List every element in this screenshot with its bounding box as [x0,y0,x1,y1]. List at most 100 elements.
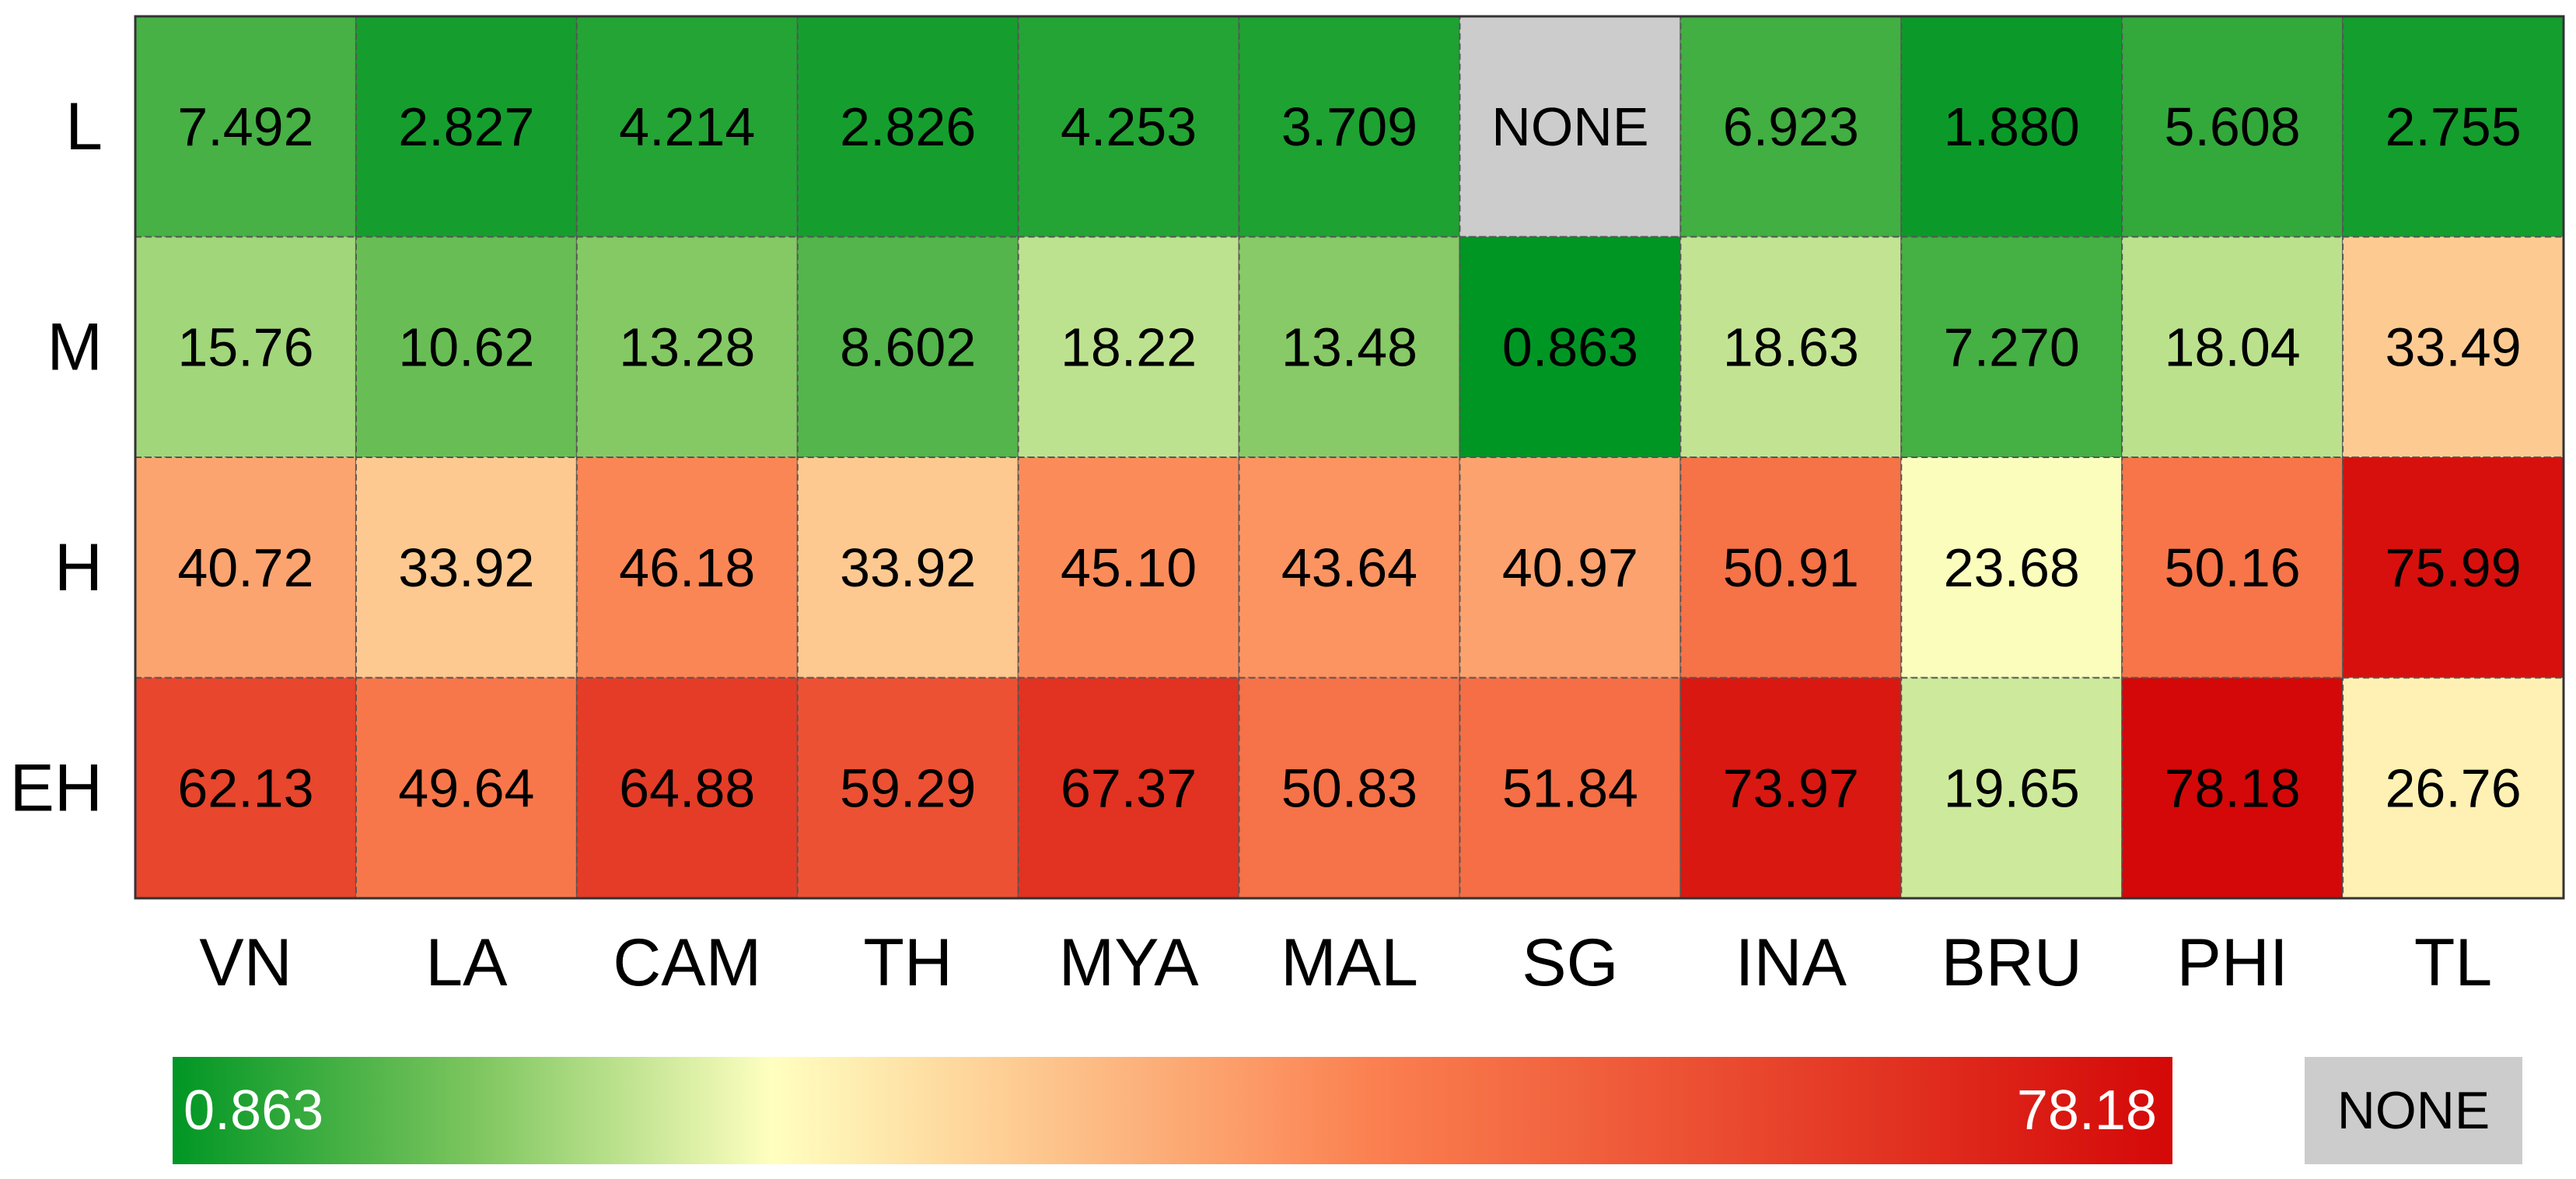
heatmap-cell [1679,16,1903,238]
cell-label: 23.68 [1944,537,2080,598]
cell-label: 2.826 [840,96,976,157]
heatmap-cell [1017,677,1240,899]
heatmap-cell [1679,236,1903,458]
heatmap-cell [1017,236,1240,458]
cell-label: 7.492 [177,96,313,157]
cell-label: 51.84 [1502,757,1638,818]
cell-label: 40.72 [177,537,313,598]
heatmap-cell [2342,457,2564,679]
y-tick-label: M [47,310,103,384]
cell-label: 13.48 [1281,317,1417,377]
heatmap-cell [1459,457,1682,679]
cell-label: 1.880 [1944,96,2080,157]
heatmap-cell [1679,677,1903,899]
cell-label: 59.29 [840,757,976,818]
cell-label: NONE [1491,96,1648,157]
heatmap-cell [135,236,357,458]
cell-label: 4.214 [619,96,755,157]
cell-label: 43.64 [1281,537,1417,598]
cell-label: 10.62 [398,317,534,377]
cell-label: 5.608 [2165,96,2301,157]
heatmap-cell [1017,457,1240,679]
colorbar-max-label: 78.18 [2017,1079,2157,1142]
heatmap-cell [796,677,1019,899]
x-tick-label: VN [199,925,292,1000]
colorbar [173,1057,2172,1164]
heatmap-cell [575,236,799,458]
missing-legend-label: NONE [2337,1081,2490,1140]
cell-label: 78.18 [2165,757,2301,818]
cell-label: 2.827 [398,96,534,157]
heatmap-cell [135,16,357,238]
heatmap-cell [2342,236,2564,458]
cell-label: 49.64 [398,757,534,818]
missing-cell [1459,16,1682,238]
cell-label: 73.97 [1723,757,1859,818]
heatmap-cell [796,16,1019,238]
heatmap-cell [1679,457,1903,679]
heatmap-cell [575,16,799,238]
cell-label: 40.97 [1502,537,1638,598]
cell-label: 64.88 [619,757,755,818]
cell-label: 50.91 [1723,537,1859,598]
cell-label: 19.65 [1944,757,2080,818]
heatmap-cell [2342,677,2564,899]
heatmap-cell [1459,236,1682,458]
heatmap-cell [355,677,578,899]
cell-label: 4.253 [1061,96,1197,157]
cell-label: 45.10 [1061,537,1197,598]
missing-legend-box [2305,1057,2522,1164]
cell-label: 46.18 [619,537,755,598]
cell-label: 26.76 [2385,757,2521,818]
x-tick-label: SG [1522,925,1618,1000]
cell-label: 75.99 [2385,537,2521,598]
x-tick-label: MAL [1281,925,1418,1000]
cell-label: 50.83 [1281,757,1417,818]
y-tick-label: L [65,89,103,164]
heatmap-cell [1900,677,2123,899]
x-tick-label: CAM [613,925,761,1000]
x-tick-label: BRU [1941,925,2082,1000]
cell-label: 7.270 [1944,317,2080,377]
cell-label: 67.37 [1061,757,1197,818]
cell-label: 8.602 [840,317,976,377]
cell-label: 15.76 [177,317,313,377]
cell-label: 50.16 [2165,537,2301,598]
y-tick-label: H [54,530,103,605]
heatmap-cell [355,16,578,238]
heatmap-cell [1459,677,1682,899]
cell-label: 13.28 [619,317,755,377]
cell-label: 33.49 [2385,317,2521,377]
x-tick-label: INA [1735,925,1847,1000]
heatmap-cell [796,457,1019,679]
heatmap-cell [575,457,799,679]
cell-label: 3.709 [1281,96,1417,157]
cell-label: 33.92 [840,537,976,598]
heatmap-cell [1900,16,2123,238]
cell-label: 2.755 [2385,96,2521,157]
cell-label: 18.22 [1061,317,1197,377]
x-tick-label: MYA [1059,925,1200,1000]
heatmap-cell [135,677,357,899]
x-tick-label: PHI [2176,925,2288,1000]
cell-label: 62.13 [177,757,313,818]
colorbar-min-label: 0.863 [184,1079,323,1142]
cell-label: 0.863 [1502,317,1638,377]
cell-label: 18.04 [2165,317,2301,377]
heatmap-cell [1238,677,1461,899]
x-tick-label: LA [425,925,508,1000]
x-tick-label: TH [863,925,952,1000]
x-tick-label: TL [2414,925,2492,1000]
heatmap-cell [575,677,799,899]
heatmap-cell [796,236,1019,458]
plot-border [134,15,2565,900]
heatmap-cell [2121,457,2344,679]
heatmap-cell [1900,236,2123,458]
cell-label: 33.92 [398,537,534,598]
y-tick-label: EH [10,750,103,825]
cell-label: 6.923 [1723,96,1859,157]
heatmap-cell [1238,236,1461,458]
cell-label: 18.63 [1723,317,1859,377]
heatmap-cell [2342,16,2564,238]
